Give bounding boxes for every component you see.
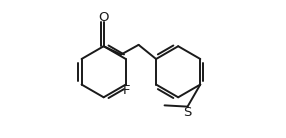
- Text: S: S: [183, 106, 192, 119]
- Text: O: O: [98, 11, 109, 24]
- Text: F: F: [123, 84, 130, 97]
